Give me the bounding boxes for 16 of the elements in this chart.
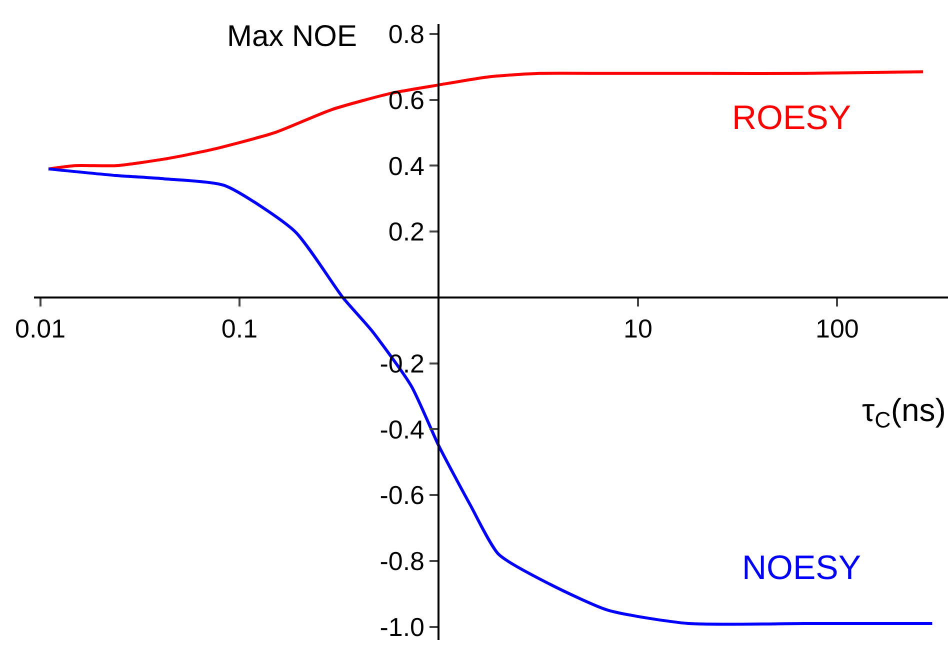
y-tick-label: -1.0 xyxy=(380,612,425,642)
y-tick-label: -0.6 xyxy=(380,480,425,510)
y-tick-label: -0.4 xyxy=(380,414,425,444)
x-tick-label: 10 xyxy=(623,314,652,344)
x-tick-label: 0.1 xyxy=(221,314,258,344)
x-tick-label: 0.01 xyxy=(14,314,66,344)
y-tick-label: -0.8 xyxy=(380,546,425,576)
y-axis-title: Max NOE xyxy=(227,20,358,53)
y-tick-label: 0.8 xyxy=(388,18,425,49)
series-label: NOESY xyxy=(742,549,862,587)
y-tick-label: 0.2 xyxy=(388,216,425,247)
series-label: ROESY xyxy=(732,99,852,137)
y-tick-label: 0.6 xyxy=(388,84,425,115)
x-axis-title: τ$_{C}$(ns) xyxy=(862,392,946,433)
x-tick-label: 100 xyxy=(815,314,859,344)
y-tick-label: 0.4 xyxy=(388,150,425,181)
